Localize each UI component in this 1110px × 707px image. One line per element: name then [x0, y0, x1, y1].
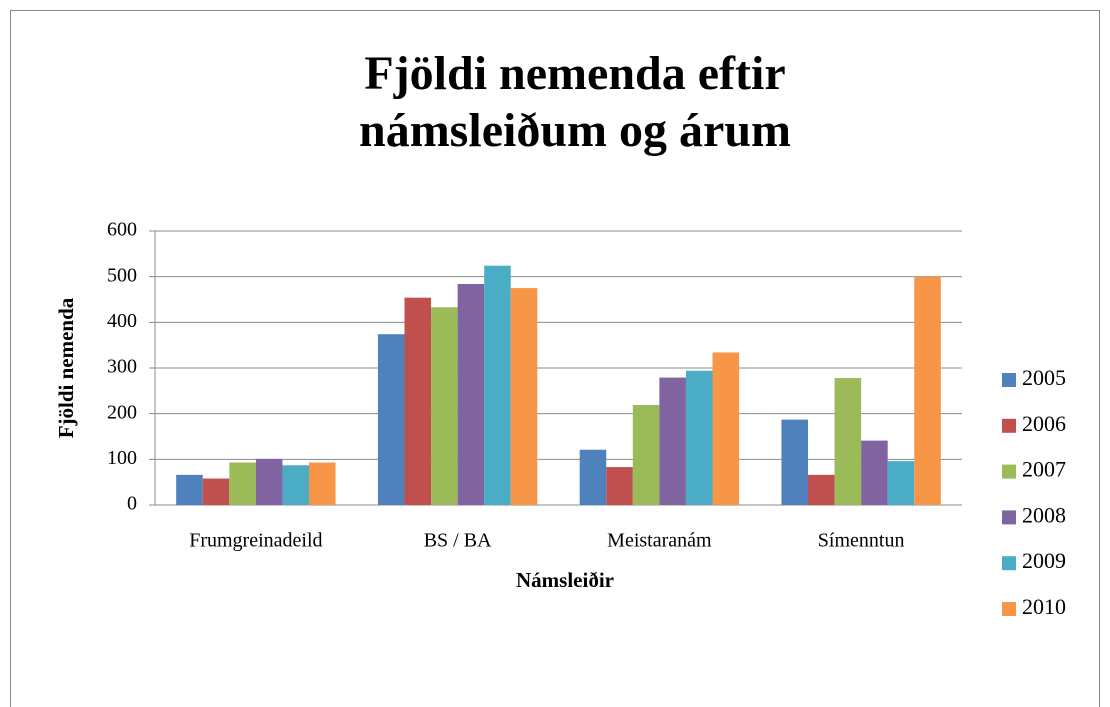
y-axis-title: Fjöldi nemenda: [54, 297, 78, 438]
x-axis-title: Námsleiðir: [516, 568, 614, 592]
bar: [887, 461, 915, 505]
x-tick-label: Frumgreinadeild: [189, 530, 322, 552]
bar: [579, 449, 607, 505]
bar: [229, 462, 256, 505]
chart-title: Fjöldi nemenda eftir: [364, 47, 785, 100]
x-tick-label: Símenntun: [818, 530, 905, 552]
y-tick-label: 400: [107, 310, 137, 332]
legend-label: 2006: [1022, 411, 1066, 436]
y-tick-label: 0: [127, 493, 137, 515]
legend-label: 2009: [1022, 548, 1066, 573]
x-tick-label: BS / BA: [424, 530, 492, 552]
legend-swatch: [1002, 602, 1016, 616]
bar: [659, 377, 686, 505]
legend-swatch: [1002, 373, 1016, 387]
legend-label: 2010: [1022, 594, 1066, 619]
bar: [632, 404, 660, 505]
legend-swatch: [1002, 464, 1016, 479]
y-tick-label: 500: [107, 264, 137, 286]
y-tick-label: 200: [107, 401, 137, 423]
legend-swatch: [1002, 510, 1016, 525]
bar: [282, 465, 310, 505]
bar: [685, 370, 713, 505]
chart-title: námsleiðum og árum: [359, 104, 791, 157]
legend-label: 2007: [1022, 457, 1066, 482]
legend-label: 2008: [1022, 502, 1066, 527]
bar: [377, 334, 405, 505]
bar: [431, 307, 458, 505]
bar: [309, 462, 336, 505]
bar: [404, 297, 432, 505]
y-tick-label: 600: [107, 219, 137, 241]
bar: [510, 288, 538, 505]
bar: [202, 478, 230, 505]
y-tick-label: 300: [107, 356, 137, 378]
bar: [457, 283, 485, 505]
bar: [807, 474, 835, 505]
bar: [606, 467, 633, 505]
bar: [712, 352, 740, 505]
bar: [176, 474, 203, 505]
x-tick-label: Meistaranám: [607, 530, 712, 552]
legend-swatch: [1002, 556, 1016, 571]
bar: [861, 440, 888, 505]
bar: [484, 265, 511, 505]
legend-label: 2005: [1022, 365, 1066, 390]
bar: [255, 458, 283, 505]
y-tick-label: 100: [107, 447, 137, 469]
bar: [781, 419, 808, 505]
bar: [834, 378, 862, 505]
bar: [914, 276, 941, 505]
legend-swatch: [1002, 418, 1016, 433]
